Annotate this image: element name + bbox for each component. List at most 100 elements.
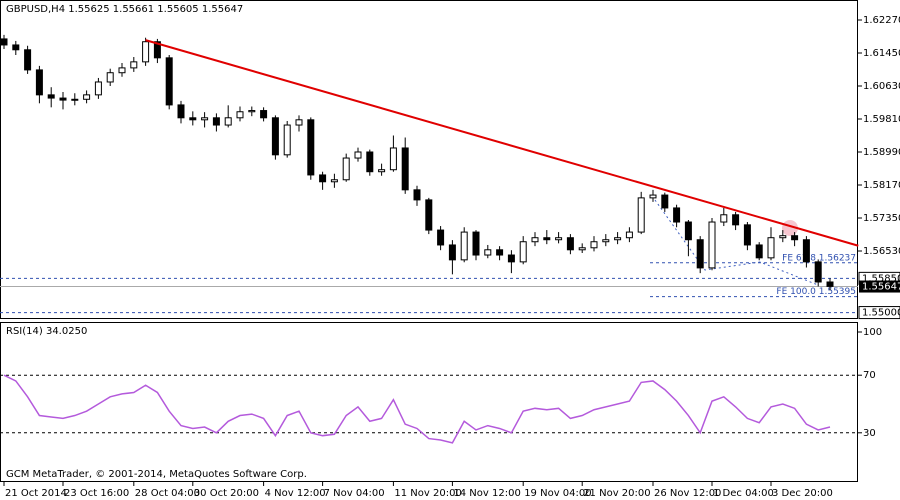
candle-body <box>767 237 775 259</box>
candle-body <box>566 237 574 251</box>
candle-body <box>779 235 787 239</box>
candle-body <box>59 97 67 101</box>
y-tick-label: 1.61450 <box>863 48 900 59</box>
x-tick-label: 14 Nov 12:00 <box>453 488 520 499</box>
candle-body <box>224 117 232 126</box>
x-tick-label: 21 Oct 2014 <box>5 488 67 499</box>
candle-body <box>212 117 220 126</box>
candle-body <box>507 254 515 263</box>
candle-body <box>94 81 102 96</box>
candle-body <box>342 157 350 181</box>
candle-body <box>531 237 539 243</box>
candle-body <box>590 241 598 249</box>
y-tick-label: 1.59810 <box>863 114 900 125</box>
candle-body <box>814 261 822 283</box>
candle-body <box>106 72 114 83</box>
candle-body <box>177 104 185 119</box>
candle-body <box>472 231 480 256</box>
fe-label: FE 61.8 1.56237 <box>782 253 856 263</box>
rsi-panel <box>0 322 858 482</box>
x-tick-label: 30 Oct 20:00 <box>194 488 259 499</box>
candle-body <box>543 237 551 241</box>
x-tick-label: 7 Nov 04:00 <box>324 488 385 499</box>
y-tick-label: 30 <box>863 428 876 439</box>
candle-body <box>614 237 622 241</box>
candle-body <box>602 239 610 243</box>
candle-body <box>425 199 433 231</box>
y-tick-label: 1.58170 <box>863 180 900 191</box>
trendline <box>145 39 859 247</box>
candle-body <box>24 49 32 71</box>
x-tick-label: 19 Nov 04:00 <box>524 488 591 499</box>
candle-body <box>366 151 374 173</box>
candle-body <box>295 119 303 126</box>
rsi-line <box>3 374 831 444</box>
candle-body <box>519 241 527 263</box>
candle-body <box>743 224 751 246</box>
main-panel <box>0 0 858 319</box>
candle-body <box>661 194 669 209</box>
candle-body <box>802 239 810 263</box>
candle-body <box>684 221 692 241</box>
candle-body <box>47 94 55 99</box>
candle-body <box>189 117 197 121</box>
y-tick-label: 1.57350 <box>863 213 900 224</box>
candle-body <box>12 44 20 51</box>
candle-body <box>142 41 150 63</box>
candle-body <box>673 207 681 223</box>
rsi-title: RSI(14) 34.0250 <box>6 326 87 337</box>
candle-body <box>307 119 315 176</box>
candle-body <box>83 94 91 100</box>
fe-label: FE 100.0 1.55395 <box>776 287 856 297</box>
last-price-box <box>859 280 900 293</box>
candle-body <box>283 124 291 156</box>
candle-body <box>319 174 327 183</box>
x-tick-label: 28 Oct 04:00 <box>135 488 200 499</box>
candle-body <box>484 249 492 256</box>
level-label: 1.55850 <box>862 273 900 284</box>
candle-body <box>413 189 421 201</box>
candle-body <box>389 147 397 171</box>
candle-body <box>460 231 468 261</box>
candle-body <box>378 169 386 173</box>
candle-body <box>271 117 279 156</box>
level-box <box>858 306 900 320</box>
candle-body <box>555 237 563 241</box>
candle-body <box>118 67 126 74</box>
candle-body <box>401 147 409 191</box>
candle-body <box>260 110 268 119</box>
x-tick-label: 1 Dec 04:00 <box>713 488 774 499</box>
x-tick-label: 23 Oct 16:00 <box>64 488 129 499</box>
candle-body <box>625 231 633 239</box>
candle-body <box>153 41 161 59</box>
y-tick-label: 70 <box>863 370 876 381</box>
candle-body <box>649 194 657 199</box>
level-label: 1.55000 <box>862 308 900 319</box>
candle-body <box>496 249 504 256</box>
x-tick-label: 4 Nov 12:00 <box>265 488 326 499</box>
y-tick-label: 100 <box>863 327 882 338</box>
x-tick-label: 21 Nov 20:00 <box>583 488 650 499</box>
watermark: GCM MetaTrader, © 2001-2014, MetaQuotes … <box>6 469 307 480</box>
candle-body <box>578 247 586 251</box>
candle-body <box>732 214 740 226</box>
candle-body <box>791 235 799 241</box>
x-tick-label: 11 Nov 20:00 <box>394 488 461 499</box>
candle-body <box>826 281 834 287</box>
x-tick-label: 26 Nov 12:00 <box>654 488 721 499</box>
candle-body <box>354 151 362 159</box>
candle-body <box>755 244 763 259</box>
y-tick-label: 1.60630 <box>863 81 900 92</box>
candle-body <box>448 244 456 261</box>
candle-body <box>201 117 209 121</box>
candle-body <box>637 197 645 233</box>
candle-body <box>130 61 138 69</box>
candle-body <box>0 38 8 46</box>
candle-body <box>330 179 338 183</box>
candle-body <box>437 229 445 246</box>
candle-body <box>720 214 728 223</box>
last-price-label: 1.55647 <box>862 282 900 293</box>
candle-body <box>165 57 173 106</box>
y-tick-label: 1.62270 <box>863 15 900 26</box>
